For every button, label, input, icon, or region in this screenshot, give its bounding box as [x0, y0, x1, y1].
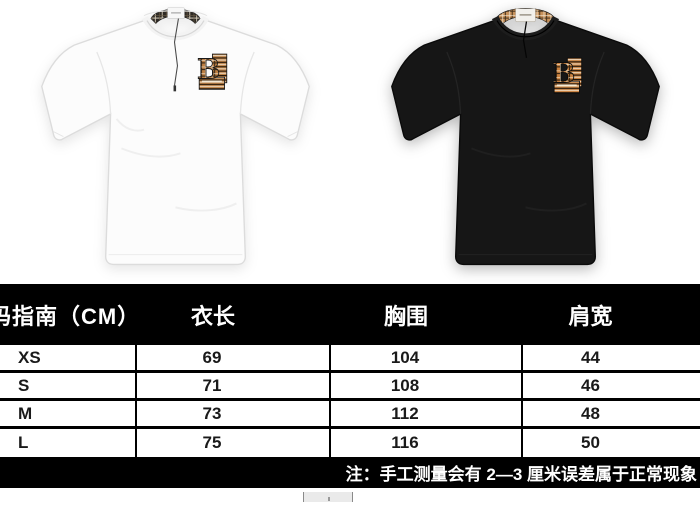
length-cell: 69: [137, 345, 331, 370]
length-cell: 75: [137, 429, 331, 457]
black-tshirt: B: [390, 8, 660, 266]
chest-cell: 116: [331, 429, 523, 457]
size-chart-table: XS 69 104 44 S 71 108 46 M 73 112 48 L 7…: [0, 345, 700, 457]
measurement-note: 注：手工测量会有 2—3 厘米误差属于正常现象: [0, 457, 700, 488]
length-cell: 71: [137, 373, 331, 398]
size-cell: L: [0, 429, 137, 457]
brand-logo: B: [551, 57, 582, 94]
size-cell: XS: [0, 345, 137, 370]
table-row-m: M 73 112 48: [0, 401, 700, 429]
shoulder-cell: 44: [581, 347, 600, 367]
black-tshirt-photo: B: [350, 0, 700, 284]
brand-logo: B: [196, 53, 227, 90]
collar-check-trim: [150, 8, 200, 24]
hang-tag-string: [173, 18, 179, 86]
white-tshirt: B: [40, 7, 310, 266]
chest-cell: 104: [331, 345, 523, 370]
table-row-s: S 71 108 46: [0, 373, 700, 401]
hang-tag-string: [522, 21, 527, 59]
shoulder-cell: 50: [581, 433, 600, 452]
length-cell: 73: [137, 401, 331, 426]
size-chart-header: 码指南（CM） 衣长 胸围 肩宽: [0, 284, 700, 345]
tshirt-body: [390, 18, 660, 266]
white-tshirt-photo: B: [0, 0, 350, 284]
table-row-l: L 75 116 50: [0, 429, 700, 457]
bottom-margin: [0, 488, 700, 525]
shoulder-cell: 46: [581, 375, 600, 395]
chest-cell: 108: [331, 373, 523, 398]
column-header-shoulder: 肩宽: [568, 303, 613, 329]
chest-cell: 112: [331, 401, 523, 426]
size-cell: S: [0, 373, 137, 398]
logo-letter: B: [551, 57, 574, 89]
size-cell: M: [0, 401, 137, 426]
column-header-chest: 胸围: [383, 303, 428, 329]
shoulder-cell: 48: [581, 403, 600, 423]
column-header-length: 衣长: [190, 303, 235, 329]
logo-letter: B: [197, 53, 220, 85]
product-photos: B: [0, 0, 700, 284]
partial-ui-fragment: [303, 492, 353, 502]
table-row-xs: XS 69 104 44: [0, 345, 700, 373]
size-guide-label: 码指南（CM）: [0, 303, 141, 329]
tshirt-body: [40, 18, 310, 266]
